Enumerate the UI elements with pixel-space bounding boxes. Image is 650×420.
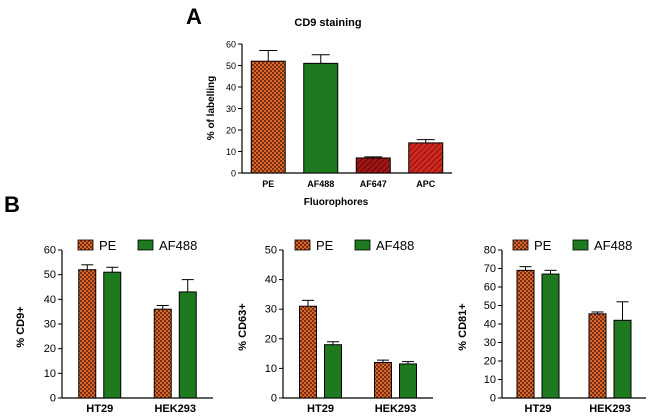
chart-b3-legend-label-pe: PE (534, 238, 552, 253)
chart-b1-ytick-label: 50 (44, 269, 56, 281)
chart-b2-xtick-label: HT29 (307, 403, 334, 415)
chart-a-title: CD9 staining (294, 17, 361, 29)
chart-b1-xtick-label: HEK293 (154, 403, 196, 415)
chart-b1-ytick-label: 30 (44, 319, 56, 331)
chart-b2-ytick-label: 10 (265, 363, 277, 375)
chart-a-ytick-label: 40 (226, 83, 236, 93)
chart-a-ytick-label: 50 (226, 61, 236, 71)
chart-b1-ylabel: % CD9+ (15, 306, 27, 347)
chart-b3-bar-pe-ht29 (516, 269, 535, 399)
chart-b3-xtick-label: HEK293 (589, 403, 631, 415)
chart-b2-ytick-label: 20 (265, 333, 277, 345)
chart-a-ylabel: % of labelling (206, 76, 217, 140)
chart-a-xtick-label: APC (416, 179, 436, 189)
chart-b2-legend-swatch-af488 (354, 239, 371, 251)
chart-b3-ytick-label: 40 (484, 319, 496, 331)
chart-b2-xtick-label: HEK293 (375, 403, 417, 415)
panel-label-b: B (4, 192, 20, 217)
chart-a-ytick-label: 60 (226, 40, 236, 50)
chart-b1-ytick-label: 60 (44, 245, 56, 257)
chart-b2-ytick-label: 40 (265, 274, 277, 286)
chart-b3-legend-label-af488: AF488 (594, 238, 632, 253)
chart-b1-legend-label-af488: AF488 (159, 238, 197, 253)
chart-b1-xtick-label: HT29 (86, 403, 113, 415)
chart-b1-ytick-label: 10 (44, 368, 56, 380)
chart-a-ytick-label: 30 (226, 104, 236, 114)
chart-b3-xtick-label: HT29 (525, 403, 552, 415)
chart-b3-legend-swatch-pe (512, 239, 529, 251)
chart-b1-legend-swatch-af488 (137, 239, 154, 251)
chart-a-ytick-label: 20 (226, 126, 236, 136)
chart-a-bar-apc (408, 142, 444, 174)
chart-b1-legend-swatch-pe (77, 239, 94, 251)
chart-b1-ytick-label: 20 (44, 343, 56, 355)
chart-b2-legend-label-pe: PE (316, 238, 334, 253)
chart-a-xlabel: Fluorophores (304, 197, 369, 208)
chart-b1-ytick-label: 40 (44, 294, 56, 306)
chart-a-bar-pe (250, 60, 286, 174)
chart-b3-bar-af488-ht29 (541, 273, 560, 399)
panel-label-a: A (186, 4, 202, 29)
chart-b3-ytick-label: 50 (484, 300, 496, 312)
chart-b2-legend-swatch-pe (294, 239, 311, 251)
chart-b3-ytick-label: 0 (490, 393, 496, 405)
chart-b3-ytick-label: 60 (484, 282, 496, 294)
chart-b2-ytick-label: 50 (265, 245, 277, 257)
chart-a-ytick-label: 10 (226, 147, 236, 157)
chart-b3-ytick-label: 80 (484, 245, 496, 257)
chart-b1-ytick-label: 0 (50, 393, 56, 405)
chart-b2-ytick-label: 0 (271, 393, 277, 405)
chart-a-bar-af488 (303, 62, 339, 174)
chart-a-xtick-label: PE (262, 179, 274, 189)
chart-b3-bar-af488-hek293 (613, 319, 632, 399)
chart-b3-bar-pe-hek293 (588, 313, 607, 399)
chart-a-ytick-label: 0 (231, 169, 236, 179)
chart-b3-ytick-label: 10 (484, 374, 496, 386)
chart-b2-legend-label-af488: AF488 (376, 238, 414, 253)
chart-b3-ytick-label: 30 (484, 337, 496, 349)
chart-b3-legend-swatch-af488 (572, 239, 589, 251)
chart-b1-legend-label-pe: PE (99, 238, 117, 253)
chart-b3-ylabel: % CD81+ (457, 303, 469, 350)
chart-b3-ytick-label: 70 (484, 263, 496, 275)
chart-b3-ytick-label: 20 (484, 356, 496, 368)
chart-b2-ytick-label: 30 (265, 304, 277, 316)
chart-a-xtick-label: AF488 (307, 179, 334, 189)
chart-a-xtick-label: AF647 (360, 179, 387, 189)
chart-b2-ylabel: % CD63+ (237, 303, 249, 350)
